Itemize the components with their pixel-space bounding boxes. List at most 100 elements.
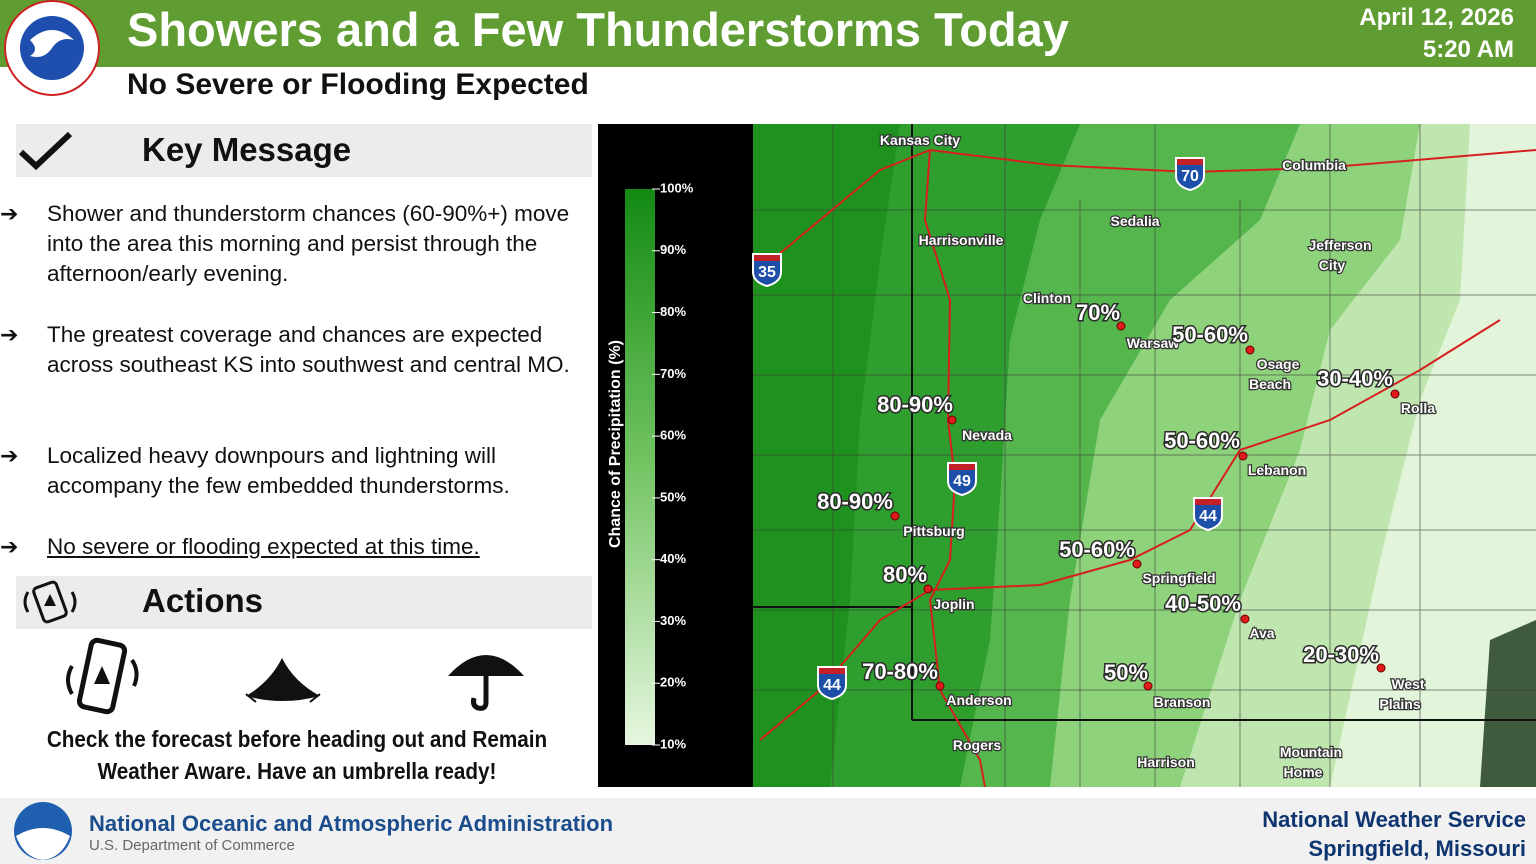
city-label: Jefferson xyxy=(1308,237,1371,253)
road xyxy=(923,149,986,787)
city-label: Nevada xyxy=(962,427,1012,443)
noaa-logo xyxy=(14,802,72,860)
shield-label: 49 xyxy=(953,473,971,490)
city-label: Plains xyxy=(1379,696,1420,712)
legend-ticks: 100% 90% 80% 70% 60% 50% 40% 30% 20% 10% xyxy=(652,180,694,751)
highway-shields: 70 35 49 44 44 xyxy=(752,157,1223,701)
road xyxy=(759,319,1501,741)
city-dot xyxy=(1390,389,1400,399)
city-label: Osage xyxy=(1257,356,1300,372)
city-label: Ava xyxy=(1249,625,1274,641)
tent-line xyxy=(309,693,321,703)
legend-tick-label: 50% xyxy=(660,489,686,504)
chance-label: 50-60% xyxy=(1164,428,1240,453)
time: 5:20 AM xyxy=(1422,36,1514,63)
shield-label: 44 xyxy=(823,677,841,694)
shield-top xyxy=(1195,499,1221,505)
tent-line xyxy=(245,693,257,703)
city-label: Rolla xyxy=(1401,400,1435,416)
city-label: Lebanon xyxy=(1248,462,1306,478)
city-dot xyxy=(890,511,900,521)
arrow: ➔ xyxy=(0,201,19,226)
shield-top xyxy=(819,668,845,674)
action-text: Check the forecast before heading out an… xyxy=(46,726,548,752)
legend-title: Chance of Precipitation (%) xyxy=(607,340,624,548)
road xyxy=(759,148,1536,271)
alert xyxy=(94,666,110,684)
legend-tick-label: 90% xyxy=(660,242,686,257)
shield-top xyxy=(754,255,780,261)
legend-tick-label: 60% xyxy=(660,428,686,443)
chance-label: 50-60% xyxy=(1059,537,1135,562)
phone-icon xyxy=(66,637,139,715)
city-label: Springfield xyxy=(1142,570,1215,586)
key-message-box xyxy=(16,124,592,177)
chance-label: 80-90% xyxy=(817,489,893,514)
phone xyxy=(76,637,128,715)
city-label: Sedalia xyxy=(1110,213,1159,229)
shield xyxy=(947,462,977,497)
shield xyxy=(817,666,847,701)
office: National Weather Service xyxy=(1262,807,1526,832)
action-icons xyxy=(66,637,524,715)
city-label: Branson xyxy=(1154,694,1211,710)
legend-tick-label: 30% xyxy=(660,613,686,628)
footer-bar xyxy=(0,798,1536,864)
location: Springfield, Missouri xyxy=(1308,836,1526,861)
city-label: Kansas City xyxy=(880,132,960,148)
shield-label: 44 xyxy=(1199,508,1217,525)
chance-label: 20-30% xyxy=(1303,642,1379,667)
subtitle: No Severe or Flooding Expected xyxy=(127,68,589,101)
tent-icon xyxy=(246,658,320,701)
title: Showers and a Few Thunderstorms Today xyxy=(127,3,1069,56)
city-label: Rogers xyxy=(953,737,1001,753)
bullet-text: No severe or flooding expected at this t… xyxy=(47,534,480,559)
chance-label: 70-80% xyxy=(862,659,938,684)
shield xyxy=(1175,157,1205,192)
county-grid xyxy=(753,124,1536,787)
city-dot xyxy=(1376,663,1386,673)
legend-tick-label: 20% xyxy=(660,675,686,690)
action-text: Weather Aware. Have an umbrella ready! xyxy=(97,758,497,784)
shield-top xyxy=(949,464,975,470)
bullet-text: Localized heavy downpours and lightning … xyxy=(47,443,510,498)
city-dot xyxy=(1240,614,1250,624)
bullet-text: Shower and thunderstorm chances (60-90%+… xyxy=(47,201,570,286)
chance-label: 30-40% xyxy=(1317,366,1393,391)
shield-label: 35 xyxy=(758,264,776,281)
logo-bird xyxy=(16,828,70,860)
bullet-text: The greatest coverage and chances are ex… xyxy=(47,322,570,377)
city-label: Pittsburg xyxy=(903,523,964,539)
chance-label: 50% xyxy=(1104,660,1148,685)
city-label: Joplin xyxy=(933,596,974,612)
legend-tick-label: 10% xyxy=(660,736,686,751)
city-dot xyxy=(1116,321,1126,331)
alert xyxy=(44,594,56,606)
key-message-heading: Key Message xyxy=(142,131,352,168)
nws-logo xyxy=(4,0,100,96)
arrow: ➔ xyxy=(0,443,19,468)
phone xyxy=(32,580,68,624)
legend-tick-label: 40% xyxy=(660,551,686,566)
city-label: Anderson xyxy=(946,692,1011,708)
check-icon xyxy=(18,131,73,171)
shield xyxy=(752,253,782,288)
actions-box xyxy=(16,576,592,629)
state-lines xyxy=(753,124,1536,721)
city-dot xyxy=(935,681,945,691)
precip-map: 100% 90% 80% 70% 60% 50% 40% 30% 20% 10% Chance o… xyxy=(598,124,1536,787)
actions-heading: Actions xyxy=(142,582,264,619)
city-labels: Kansas City Columbia Sedalia Jefferson City H… xyxy=(879,131,1437,782)
chance-label: 80-90% xyxy=(877,392,953,417)
legend-tick-label: 70% xyxy=(660,366,686,381)
waves xyxy=(66,658,139,695)
umbrella-icon xyxy=(448,655,524,676)
roads xyxy=(759,148,1536,787)
city-label: Columbia xyxy=(1282,157,1346,173)
city-dot xyxy=(1238,451,1248,461)
legend-panel xyxy=(598,124,753,787)
legend-tick-label: 80% xyxy=(660,304,686,319)
city-dot xyxy=(1143,681,1153,691)
city-label: West xyxy=(1391,676,1425,692)
shield-label: 70 xyxy=(1181,168,1199,185)
